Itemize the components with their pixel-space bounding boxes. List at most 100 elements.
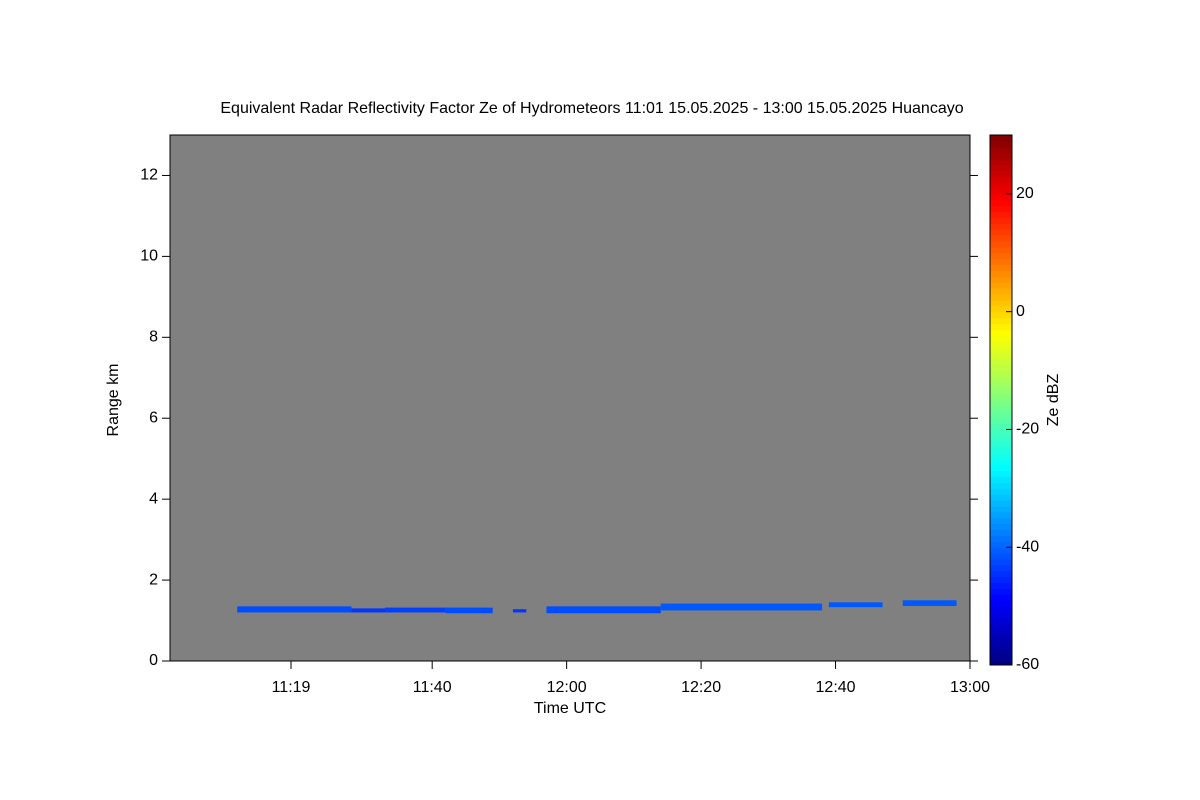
colorbar-step	[990, 288, 1012, 295]
colorbar-step	[990, 394, 1012, 401]
echo-segment	[445, 607, 493, 614]
colorbar-step	[990, 464, 1012, 472]
colorbar-step	[990, 429, 1012, 436]
colorbar-step	[990, 535, 1012, 542]
colorbar-step	[990, 517, 1012, 525]
colorbar-tick-label: -60	[1016, 656, 1039, 673]
colorbar-tick-label: 0	[1016, 303, 1025, 320]
colorbar-step	[990, 170, 1012, 177]
colorbar-step	[990, 564, 1012, 572]
plot-frame	[169, 134, 971, 662]
colorbar-step	[990, 417, 1012, 425]
colorbar-step	[990, 476, 1012, 483]
colorbar-step	[990, 423, 1012, 430]
colorbar-step	[990, 164, 1012, 171]
colorbar-step	[990, 276, 1012, 283]
colorbar-step	[990, 229, 1012, 236]
colorbar-step	[990, 559, 1012, 566]
colorbar-step	[990, 494, 1012, 501]
colorbar-step	[990, 576, 1012, 584]
colorbar-step	[990, 264, 1012, 271]
colorbar-step	[990, 447, 1012, 454]
y-tick-label: 0	[149, 652, 158, 669]
colorbar-step	[990, 188, 1012, 195]
echo-segment	[546, 606, 661, 614]
colorbar-step	[990, 435, 1012, 442]
y-tick-label: 2	[149, 571, 158, 588]
colorbar-step	[990, 305, 1012, 313]
colorbar-step	[990, 470, 1012, 478]
y-tick-label: 10	[140, 248, 158, 265]
colorbar-step	[990, 523, 1012, 531]
colorbar-step	[990, 635, 1012, 642]
x-tick-label: 11:19	[272, 679, 311, 696]
colorbar-step	[990, 241, 1012, 248]
colorbar-step	[990, 176, 1012, 183]
colorbar-step	[990, 606, 1012, 613]
y-tick-label: 12	[140, 167, 158, 184]
colorbar-step	[990, 352, 1012, 360]
colorbar-step	[990, 182, 1012, 189]
colorbar-step	[990, 205, 1012, 213]
colorbar-step	[990, 252, 1012, 260]
colorbar-step	[990, 488, 1012, 495]
x-tick-label: 11:40	[413, 679, 452, 696]
colorbar-step	[990, 135, 1012, 142]
colorbar-step	[990, 617, 1012, 625]
colorbar-step	[990, 529, 1012, 536]
colorbar-step	[990, 400, 1012, 407]
colorbar-step	[990, 217, 1012, 224]
colorbar-step	[990, 140, 1012, 148]
y-tick-label: 8	[149, 329, 158, 346]
colorbar-step	[990, 258, 1012, 266]
y-tick-label: 4	[149, 490, 158, 507]
colorbar-step	[990, 541, 1012, 548]
colorbar-step	[990, 547, 1012, 554]
colorbar-step	[990, 370, 1012, 377]
colorbar-frame	[989, 134, 1013, 666]
colorbar-step	[990, 647, 1012, 654]
colorbar-step	[990, 612, 1012, 619]
colorbar-step	[990, 511, 1012, 519]
colorbar-step	[990, 623, 1012, 631]
x-axis-label: Time UTC	[534, 700, 606, 717]
colorbar-step	[990, 594, 1012, 601]
colorbar-step	[990, 411, 1012, 419]
colorbar-step	[990, 199, 1012, 207]
colorbar-step	[990, 246, 1012, 254]
colorbar-step	[990, 482, 1012, 489]
colorbar-step	[990, 211, 1012, 218]
echo-segment	[660, 603, 823, 611]
colorbar-step	[990, 441, 1012, 448]
colorbar-step	[990, 553, 1012, 560]
colorbar-step	[990, 582, 1012, 589]
colorbar-tick-label: 20	[1016, 185, 1034, 202]
colorbar-step	[990, 294, 1012, 301]
colorbar-step	[990, 347, 1012, 354]
colorbar-step	[990, 152, 1012, 160]
colorbar-step	[990, 299, 1012, 307]
echo-segment	[828, 602, 883, 608]
colorbar-tick-label: -20	[1016, 421, 1039, 438]
colorbar-step	[990, 500, 1012, 507]
colorbar-step	[990, 311, 1012, 319]
colorbar-step	[990, 653, 1012, 660]
colorbar-step	[990, 382, 1012, 389]
colorbar-step	[990, 323, 1012, 330]
x-tick-label: 12:20	[681, 679, 721, 696]
colorbar-step	[990, 341, 1012, 348]
colorbar-label: Ze dBZ	[1045, 374, 1062, 427]
colorbar-step	[990, 193, 1012, 201]
colorbar-step	[990, 329, 1012, 336]
colorbar-step	[990, 270, 1012, 277]
colorbar-step	[990, 158, 1012, 165]
x-tick-label: 12:40	[816, 679, 856, 696]
colorbar-step	[990, 388, 1012, 395]
chart-title: Equivalent Radar Reflectivity Factor Ze …	[220, 100, 963, 117]
x-tick-label: 12:00	[547, 679, 587, 696]
colorbar-step	[990, 600, 1012, 607]
colorbar-step	[990, 659, 1012, 666]
colorbar-step	[990, 223, 1012, 230]
colorbar-step	[990, 235, 1012, 242]
